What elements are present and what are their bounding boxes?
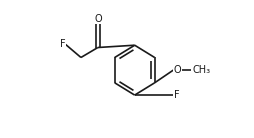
Text: F: F [60, 39, 66, 49]
Text: O: O [94, 14, 102, 24]
Text: O: O [174, 65, 181, 75]
Text: F: F [174, 90, 179, 100]
Text: CH₃: CH₃ [192, 65, 210, 75]
